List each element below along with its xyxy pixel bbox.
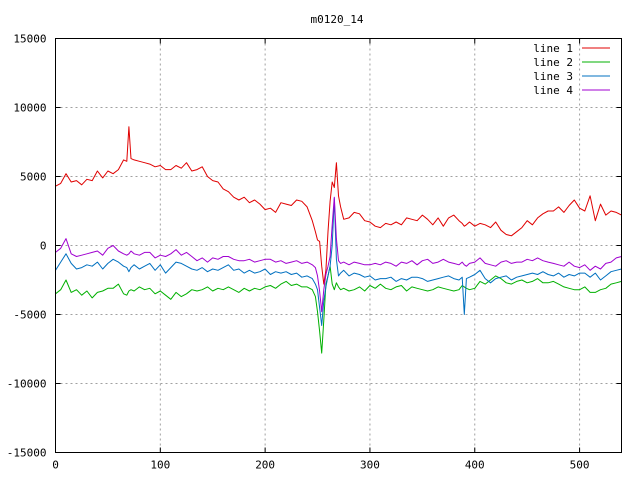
y-tick-label: 5000 bbox=[20, 171, 47, 184]
y-tick-label: 15000 bbox=[13, 33, 46, 46]
x-tick-label: 100 bbox=[150, 459, 170, 472]
y-tick-label: -10000 bbox=[7, 378, 47, 391]
y-tick-label: 0 bbox=[40, 240, 47, 253]
y-tick-label: -15000 bbox=[7, 447, 47, 460]
legend-label: line 4 bbox=[533, 84, 573, 97]
y-tick-label: -5000 bbox=[13, 309, 46, 322]
plot-frame bbox=[55, 38, 622, 453]
x-tick-label: 300 bbox=[360, 459, 380, 472]
chart-title: m0120_14 bbox=[311, 13, 364, 26]
x-tick-label: 500 bbox=[570, 459, 590, 472]
x-axis-ticks: 0 100 200 300 400 500 bbox=[52, 38, 590, 472]
legend-label: line 1 bbox=[533, 42, 573, 55]
series-lines bbox=[55, 126, 622, 354]
x-tick-label: 0 bbox=[52, 459, 59, 472]
y-axis-ticks: -15000 -10000 -5000 0 5000 10000 15000 bbox=[7, 33, 622, 460]
legend-label: line 2 bbox=[533, 56, 573, 69]
series-line-1 bbox=[55, 126, 622, 285]
y-tick-label: 10000 bbox=[13, 102, 46, 115]
series-line-2 bbox=[55, 265, 622, 354]
x-tick-label: 400 bbox=[465, 459, 485, 472]
grid bbox=[55, 38, 622, 453]
x-tick-label: 200 bbox=[255, 459, 275, 472]
series-line-3 bbox=[55, 198, 622, 326]
legend-label: line 3 bbox=[533, 70, 573, 83]
series-line-4 bbox=[55, 196, 622, 313]
